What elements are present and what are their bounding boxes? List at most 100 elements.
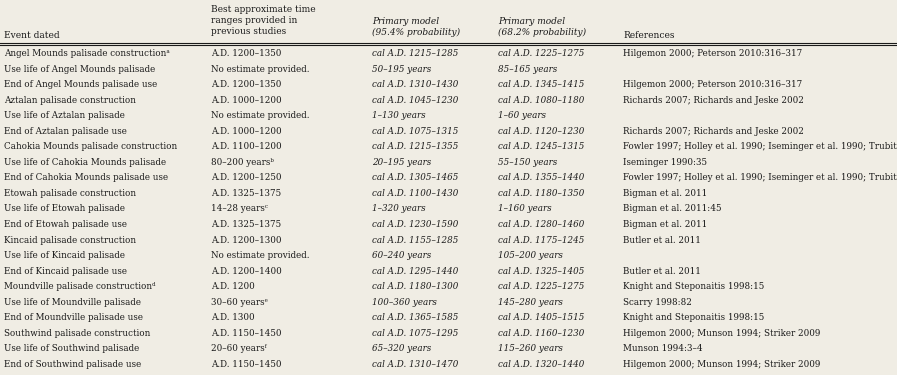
- Text: 80–200 yearsᵇ: 80–200 yearsᵇ: [211, 158, 274, 167]
- Text: Use life of Etowah palisade: Use life of Etowah palisade: [4, 204, 126, 213]
- Text: cal A.D. 1180–1350: cal A.D. 1180–1350: [498, 189, 584, 198]
- Text: cal A.D. 1230–1590: cal A.D. 1230–1590: [372, 220, 458, 229]
- Text: Hilgemon 2000; Peterson 2010:316–317: Hilgemon 2000; Peterson 2010:316–317: [623, 49, 803, 58]
- Text: A.D. 1150–1450: A.D. 1150–1450: [211, 329, 282, 338]
- Text: Iseminger 1990:35: Iseminger 1990:35: [623, 158, 708, 167]
- Text: cal A.D. 1365–1585: cal A.D. 1365–1585: [372, 313, 458, 322]
- Text: Bigman et al. 2011: Bigman et al. 2011: [623, 220, 708, 229]
- Text: Use life of Moundville palisade: Use life of Moundville palisade: [4, 298, 142, 307]
- Text: A.D. 1150–1450: A.D. 1150–1450: [211, 360, 282, 369]
- Text: Kincaid palisade construction: Kincaid palisade construction: [4, 236, 136, 244]
- Text: cal A.D. 1100–1430: cal A.D. 1100–1430: [372, 189, 458, 198]
- Text: No estimate provided.: No estimate provided.: [211, 65, 309, 74]
- Text: A.D. 1325–1375: A.D. 1325–1375: [211, 189, 281, 198]
- Text: Cahokia Mounds palisade construction: Cahokia Mounds palisade construction: [4, 142, 178, 152]
- Text: End of Angel Mounds palisade use: End of Angel Mounds palisade use: [4, 80, 158, 89]
- Text: A.D. 1200–1350: A.D. 1200–1350: [211, 49, 281, 58]
- Text: cal A.D. 1160–1230: cal A.D. 1160–1230: [498, 329, 584, 338]
- Text: cal A.D. 1310–1430: cal A.D. 1310–1430: [372, 80, 458, 89]
- Text: A.D. 1325–1375: A.D. 1325–1375: [211, 220, 281, 229]
- Text: 85–165 years: 85–165 years: [498, 65, 557, 74]
- Text: A.D. 1000–1200: A.D. 1000–1200: [211, 96, 282, 105]
- Text: Use life of Kincaid palisade: Use life of Kincaid palisade: [4, 251, 126, 260]
- Text: Butler et al. 2011: Butler et al. 2011: [623, 267, 701, 276]
- Text: 1–60 years: 1–60 years: [498, 111, 546, 120]
- Text: cal A.D. 1355–1440: cal A.D. 1355–1440: [498, 174, 584, 183]
- Text: cal A.D. 1215–1285: cal A.D. 1215–1285: [372, 49, 458, 58]
- Text: Etowah palisade construction: Etowah palisade construction: [4, 189, 136, 198]
- Text: Munson 1994:3–4: Munson 1994:3–4: [623, 344, 703, 353]
- Text: cal A.D. 1175–1245: cal A.D. 1175–1245: [498, 236, 584, 244]
- Text: cal A.D. 1215–1355: cal A.D. 1215–1355: [372, 142, 458, 152]
- Text: cal A.D. 1180–1300: cal A.D. 1180–1300: [372, 282, 458, 291]
- Text: A.D. 1100–1200: A.D. 1100–1200: [211, 142, 282, 152]
- Text: Scarry 1998:82: Scarry 1998:82: [623, 298, 692, 307]
- Text: 1–130 years: 1–130 years: [372, 111, 426, 120]
- Text: End of Cahokia Mounds palisade use: End of Cahokia Mounds palisade use: [4, 174, 169, 183]
- Text: A.D. 1200–1400: A.D. 1200–1400: [211, 267, 282, 276]
- Text: Hilgemon 2000; Munson 1994; Striker 2009: Hilgemon 2000; Munson 1994; Striker 2009: [623, 360, 821, 369]
- Text: 14–28 yearsᶜ: 14–28 yearsᶜ: [211, 204, 267, 213]
- Text: A.D. 1200–1350: A.D. 1200–1350: [211, 80, 281, 89]
- Text: Moundville palisade constructionᵈ: Moundville palisade constructionᵈ: [4, 282, 156, 291]
- Text: cal A.D. 1225–1275: cal A.D. 1225–1275: [498, 282, 584, 291]
- Text: 105–200 years: 105–200 years: [498, 251, 562, 260]
- Text: cal A.D. 1075–1295: cal A.D. 1075–1295: [372, 329, 458, 338]
- Text: Best approximate time
ranges provided in
previous studies: Best approximate time ranges provided in…: [211, 5, 316, 36]
- Text: Use life of Angel Mounds palisade: Use life of Angel Mounds palisade: [4, 65, 156, 74]
- Text: Fowler 1997; Holley et al. 1990; Iseminger et al. 1990; Trubitt 200: Fowler 1997; Holley et al. 1990; Iseming…: [623, 174, 897, 183]
- Text: Knight and Steponaitis 1998:15: Knight and Steponaitis 1998:15: [623, 313, 764, 322]
- Text: 115–260 years: 115–260 years: [498, 344, 562, 353]
- Text: cal A.D. 1305–1465: cal A.D. 1305–1465: [372, 174, 458, 183]
- Text: References: References: [623, 31, 675, 40]
- Text: cal A.D. 1310–1470: cal A.D. 1310–1470: [372, 360, 458, 369]
- Text: Hilgemon 2000; Peterson 2010:316–317: Hilgemon 2000; Peterson 2010:316–317: [623, 80, 803, 89]
- Text: Angel Mounds palisade constructionᵃ: Angel Mounds palisade constructionᵃ: [4, 49, 170, 58]
- Text: End of Etowah palisade use: End of Etowah palisade use: [4, 220, 127, 229]
- Text: A.D. 1000–1200: A.D. 1000–1200: [211, 127, 282, 136]
- Text: cal A.D. 1295–1440: cal A.D. 1295–1440: [372, 267, 458, 276]
- Text: cal A.D. 1120–1230: cal A.D. 1120–1230: [498, 127, 584, 136]
- Text: 60–240 years: 60–240 years: [372, 251, 431, 260]
- Text: Bigman et al. 2011:45: Bigman et al. 2011:45: [623, 204, 722, 213]
- Text: 1–160 years: 1–160 years: [498, 204, 552, 213]
- Text: Aztalan palisade construction: Aztalan palisade construction: [4, 96, 136, 105]
- Text: Event dated: Event dated: [4, 31, 60, 40]
- Text: Knight and Steponaitis 1998:15: Knight and Steponaitis 1998:15: [623, 282, 764, 291]
- Text: Primary model
(68.2% probability): Primary model (68.2% probability): [498, 17, 586, 37]
- Text: A.D. 1200–1300: A.D. 1200–1300: [211, 236, 282, 244]
- Text: cal A.D. 1280–1460: cal A.D. 1280–1460: [498, 220, 584, 229]
- Text: 145–280 years: 145–280 years: [498, 298, 562, 307]
- Text: End of Kincaid palisade use: End of Kincaid palisade use: [4, 267, 127, 276]
- Text: Use life of Cahokia Mounds palisade: Use life of Cahokia Mounds palisade: [4, 158, 167, 167]
- Text: No estimate provided.: No estimate provided.: [211, 251, 309, 260]
- Text: cal A.D. 1245–1315: cal A.D. 1245–1315: [498, 142, 584, 152]
- Text: A.D. 1200: A.D. 1200: [211, 282, 255, 291]
- Text: 65–320 years: 65–320 years: [372, 344, 431, 353]
- Text: cal A.D. 1075–1315: cal A.D. 1075–1315: [372, 127, 458, 136]
- Text: Southwind palisade construction: Southwind palisade construction: [4, 329, 151, 338]
- Text: cal A.D. 1155–1285: cal A.D. 1155–1285: [372, 236, 458, 244]
- Text: 50–195 years: 50–195 years: [372, 65, 431, 74]
- Text: 20–60 yearsᶠ: 20–60 yearsᶠ: [211, 344, 266, 353]
- Text: Hilgemon 2000; Munson 1994; Striker 2009: Hilgemon 2000; Munson 1994; Striker 2009: [623, 329, 821, 338]
- Text: End of Southwind palisade use: End of Southwind palisade use: [4, 360, 142, 369]
- Text: No estimate provided.: No estimate provided.: [211, 111, 309, 120]
- Text: A.D. 1200–1250: A.D. 1200–1250: [211, 174, 282, 183]
- Text: 55–150 years: 55–150 years: [498, 158, 557, 167]
- Text: cal A.D. 1345–1415: cal A.D. 1345–1415: [498, 80, 584, 89]
- Text: Use life of Aztalan palisade: Use life of Aztalan palisade: [4, 111, 126, 120]
- Text: Fowler 1997; Holley et al. 1990; Iseminger et al. 1990; Trubitt 200: Fowler 1997; Holley et al. 1990; Iseming…: [623, 142, 897, 152]
- Text: Use life of Southwind palisade: Use life of Southwind palisade: [4, 344, 140, 353]
- Text: 20–195 years: 20–195 years: [372, 158, 431, 167]
- Text: cal A.D. 1045–1230: cal A.D. 1045–1230: [372, 96, 458, 105]
- Text: End of Aztalan palisade use: End of Aztalan palisade use: [4, 127, 127, 136]
- Text: cal A.D. 1325–1405: cal A.D. 1325–1405: [498, 267, 584, 276]
- Text: Richards 2007; Richards and Jeske 2002: Richards 2007; Richards and Jeske 2002: [623, 96, 805, 105]
- Text: A.D. 1300: A.D. 1300: [211, 313, 255, 322]
- Text: 1–320 years: 1–320 years: [372, 204, 426, 213]
- Text: End of Moundville palisade use: End of Moundville palisade use: [4, 313, 144, 322]
- Text: cal A.D. 1405–1515: cal A.D. 1405–1515: [498, 313, 584, 322]
- Text: cal A.D. 1225–1275: cal A.D. 1225–1275: [498, 49, 584, 58]
- Text: 30–60 yearsᵉ: 30–60 yearsᵉ: [211, 298, 268, 307]
